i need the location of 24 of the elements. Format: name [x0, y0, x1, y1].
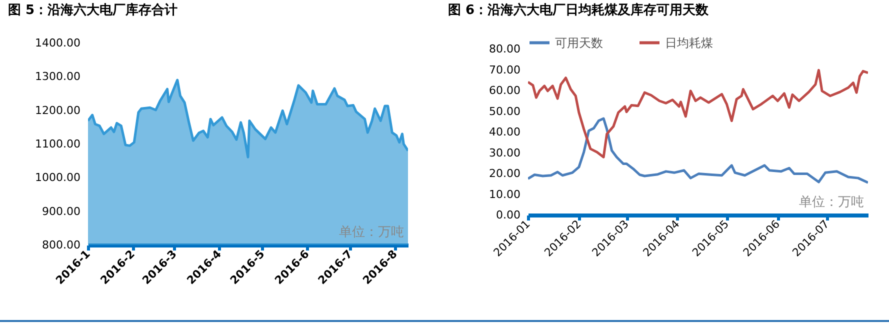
y-tick-label: 1200.00	[35, 104, 80, 117]
y-tick-label: 60.00	[489, 84, 520, 97]
annotation: 单位：万吨	[799, 195, 864, 210]
y-tick-label: 10.00	[489, 188, 520, 201]
y-tick-label: 1400.00	[35, 36, 80, 50]
y-tick-label: 30.00	[489, 146, 520, 160]
y-tick-label: 1100.00	[35, 138, 80, 150]
y-tick-label: 800.00	[42, 238, 80, 252]
line-series	[528, 68, 868, 158]
y-tick-label: 900.00	[42, 204, 80, 218]
chart-title: 图 6：沿海六大电厂日均耗煤及库存可用天数	[448, 2, 710, 18]
y-tick-label: 20.00	[489, 167, 520, 180]
y-tick-label: 40.00	[489, 126, 520, 138]
legend-label: 可用天数	[555, 36, 603, 50]
y-tick-label: 0.00	[496, 208, 520, 222]
line-series	[528, 117, 868, 184]
y-tick-label: 50.00	[489, 104, 520, 118]
y-tick-label: 1300.00	[35, 70, 80, 84]
y-tick-label: 1000.00	[35, 171, 80, 184]
y-tick-label: 80.00	[489, 42, 520, 56]
y-tick-label: 70.00	[489, 63, 520, 76]
legend-label: 日均耗煤	[665, 36, 713, 50]
chart-title: 图 5：沿海六大电厂库存合计	[8, 2, 178, 18]
annotation: 单位：万吨	[339, 225, 404, 240]
